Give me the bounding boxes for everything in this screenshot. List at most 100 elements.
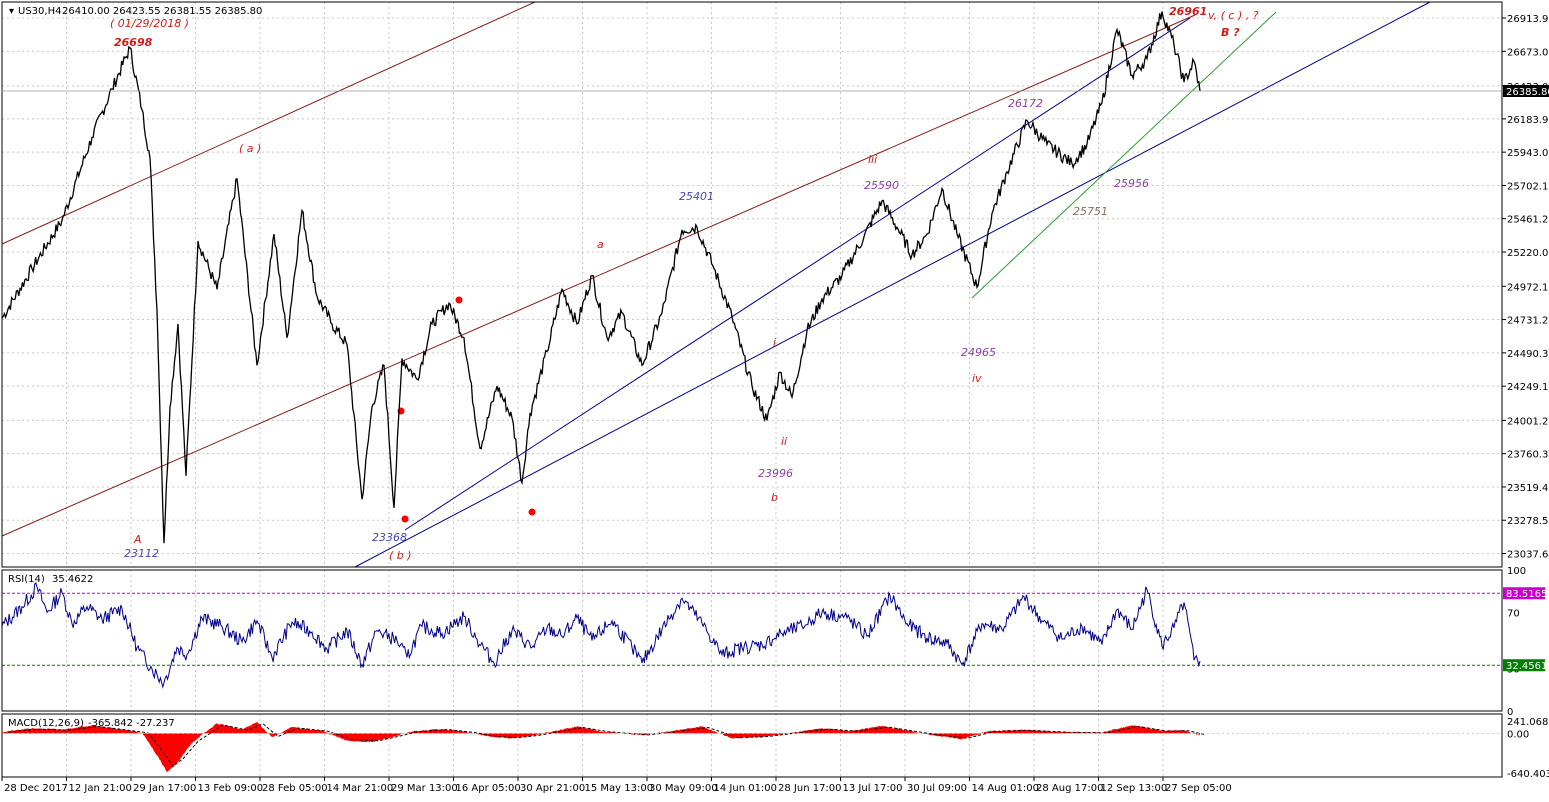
price-axis-label: 24731.20 bbox=[1507, 316, 1549, 327]
label-23368: 23368 bbox=[372, 531, 407, 544]
marker-dot bbox=[401, 515, 409, 523]
label-iv: iv bbox=[972, 372, 982, 385]
red-channel-upper bbox=[1, 1, 536, 245]
rsi-axis-label: 100 bbox=[1507, 566, 1526, 577]
time-axis-label: 28 Feb 05:00 bbox=[262, 783, 328, 794]
marker-dot bbox=[528, 508, 536, 516]
rsi-value-label: 35.4622 bbox=[52, 574, 93, 585]
time-axis-label: 30 Apr 21:00 bbox=[520, 783, 585, 794]
red-channel-lower bbox=[1, 14, 1196, 537]
label-B: B ? bbox=[1221, 26, 1240, 39]
label-b: b bbox=[771, 491, 778, 504]
label-26698: 26698 bbox=[114, 36, 153, 49]
time-axis-label: 13 Jul 17:00 bbox=[843, 783, 903, 794]
rsi-line bbox=[1, 582, 1201, 689]
time-axis-label: 14 Mar 21:00 bbox=[327, 783, 394, 794]
label-25956: 25956 bbox=[1114, 177, 1149, 190]
rsi-high-badge bbox=[1503, 587, 1545, 600]
price-axis-label: 25702.10 bbox=[1507, 181, 1549, 192]
macd-axis-label: 241.068 bbox=[1507, 717, 1548, 728]
macd-axis-label: -640.403 bbox=[1507, 769, 1549, 780]
price-axis-label: 25461.20 bbox=[1507, 215, 1549, 226]
time-axis-label: 12 Sep 13:00 bbox=[1101, 783, 1168, 794]
time-axis-label: 29 Jan 17:00 bbox=[133, 783, 196, 794]
blue-channel-lower bbox=[354, 1, 1431, 568]
rsi-pane-frame bbox=[1, 569, 1503, 712]
blue-channel-upper bbox=[404, 17, 1191, 531]
label-iii: iii bbox=[868, 153, 877, 166]
label-date: ( 01/29/2018 ) bbox=[110, 17, 189, 30]
time-axis-label: 14 Aug 01:00 bbox=[972, 783, 1039, 794]
label-i: i bbox=[773, 336, 776, 349]
time-axis-label: 12 Jan 21:00 bbox=[69, 783, 132, 794]
symbol-label: US30,H4 bbox=[18, 6, 61, 17]
macd-value-label: -365.842 -27.237 bbox=[88, 718, 175, 729]
price-axis-label: 26183.90 bbox=[1507, 115, 1549, 126]
time-axis-label: 28 Jun 17:00 bbox=[778, 783, 842, 794]
price-axis-label: 24490.30 bbox=[1507, 349, 1549, 360]
time-axis-label: 28 Aug 17:00 bbox=[1036, 783, 1103, 794]
ohlc-label: 26410.00 26423.55 26381.55 26385.80 bbox=[62, 6, 262, 17]
time-axis-label: 14 Jun 01:00 bbox=[714, 783, 778, 794]
price-axis-label: 24972.10 bbox=[1507, 282, 1549, 293]
grid-layer bbox=[1, 2, 1502, 777]
label-a: a bbox=[597, 238, 604, 251]
time-axis-label: 29 Mar 13:00 bbox=[391, 783, 458, 794]
label-ii: ii bbox=[781, 435, 787, 448]
rsi-low-value: 32.4561 bbox=[1506, 661, 1547, 672]
wave-annotations: 26961 v, ( c ) , ? B ? ( 01/29/2018 ) 26… bbox=[110, 5, 1259, 562]
time-axis-label: 30 May 09:00 bbox=[649, 783, 718, 794]
label-A: A bbox=[133, 533, 142, 546]
time-axis-label: 30 Jul 09:00 bbox=[907, 783, 967, 794]
marker-dot bbox=[455, 296, 463, 304]
price-axis-label: 26913.90 bbox=[1507, 14, 1549, 25]
price-axis-label: 23760.30 bbox=[1507, 450, 1549, 461]
label-25590: 25590 bbox=[864, 179, 899, 192]
series-layer bbox=[1, 11, 1502, 772]
macd-axis-label: 0.00 bbox=[1507, 729, 1529, 740]
time-axis-label: 28 Dec 2017 bbox=[4, 783, 68, 794]
axis-layer: 23037.60 23278.50 23519.40 23760.30 24001.20… bbox=[1, 14, 1549, 794]
last-price-badge bbox=[1503, 84, 1549, 97]
label-b-paren: ( b ) bbox=[389, 549, 412, 562]
price-axis-label: 23519.40 bbox=[1507, 483, 1549, 494]
price-axis-label: 25220.00 bbox=[1507, 248, 1549, 259]
time-axis-label: 27 Sep 05:00 bbox=[1165, 783, 1232, 794]
rsi-high-value: 83.5165 bbox=[1506, 589, 1547, 600]
price-axis-label: 23278.50 bbox=[1507, 516, 1549, 527]
frame-layer bbox=[1, 1, 1503, 778]
label-24965: 24965 bbox=[961, 346, 996, 359]
label-a-paren: ( a ) bbox=[239, 142, 261, 155]
main-pane-frame bbox=[1, 1, 1503, 568]
rsi-axis-label: 0 bbox=[1507, 707, 1513, 718]
time-axis-label: 15 May 13:00 bbox=[585, 783, 654, 794]
main-chart-header-arrow: ▾ bbox=[9, 6, 14, 17]
price-axis-label: 24249.10 bbox=[1507, 382, 1549, 393]
price-axis-label: 23037.60 bbox=[1507, 550, 1549, 561]
rsi-axis-label: 70 bbox=[1507, 608, 1520, 619]
last-price-value: 26385.80 bbox=[1506, 87, 1549, 98]
price-axis-label: 25943.00 bbox=[1507, 148, 1549, 159]
time-axis-label: 13 Feb 09:00 bbox=[198, 783, 264, 794]
macd-histogram bbox=[2, 722, 1200, 772]
rsi-low-badge bbox=[1503, 659, 1545, 672]
macd-signal-line bbox=[7, 723, 1207, 767]
label-v-c: v, ( c ) , ? bbox=[1208, 9, 1259, 22]
price-axis-label: 24001.20 bbox=[1507, 416, 1549, 427]
price-line bbox=[1, 11, 1201, 544]
label-23112: 23112 bbox=[124, 547, 159, 560]
label-23996: 23996 bbox=[758, 467, 793, 480]
label-26172: 26172 bbox=[1008, 97, 1043, 110]
label-26961: 26961 bbox=[1169, 5, 1207, 18]
label-25401: 25401 bbox=[679, 190, 714, 203]
price-axis-label: 26673.00 bbox=[1507, 47, 1549, 58]
green-trendline bbox=[971, 11, 1277, 299]
rsi-name-label: RSI(14) bbox=[8, 574, 45, 585]
label-25751: 25751 bbox=[1073, 205, 1108, 218]
macd-name-label: MACD(12,26,9) bbox=[8, 718, 84, 729]
time-axis-label: 16 Apr 05:00 bbox=[456, 783, 521, 794]
macd-pane-frame bbox=[1, 713, 1503, 778]
trendline-layer bbox=[1, 1, 1431, 568]
